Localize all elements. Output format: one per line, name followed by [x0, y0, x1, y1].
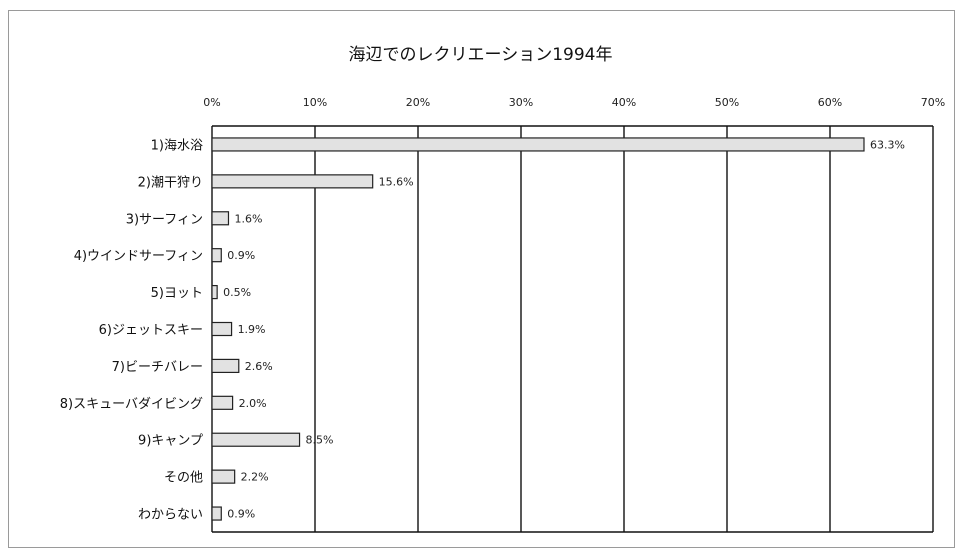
- gridlines: [211, 125, 934, 533]
- bar: [211, 137, 865, 152]
- category-label: 6)ジェットスキー: [99, 323, 203, 338]
- x-tick-label: 40%: [612, 96, 636, 109]
- category-label: 2)潮干狩り: [138, 175, 203, 190]
- data-labels: 63.3% 15.6% 1.6% 0.9% 0.5% 1.9% 2.6% 2.0% 8.5% 2.…: [223, 138, 905, 520]
- data-label: 8.5%: [306, 434, 334, 447]
- category-label: わからない: [138, 508, 203, 523]
- category-label: 9)キャンプ: [138, 434, 203, 449]
- category-label: 3)サーフィン: [126, 212, 203, 227]
- category-labels: 1)海水浴 2)潮干狩り 3)サーフィン 4)ウインドサーフィン 5)ヨット 6)ジェット…: [60, 138, 203, 522]
- data-label: 63.3%: [870, 138, 905, 151]
- category-label: その他: [164, 471, 203, 486]
- category-label: 7)ビーチバレー: [112, 360, 203, 375]
- data-label: 1.9%: [238, 323, 266, 336]
- category-label: 8)スキューバダイビング: [60, 397, 203, 412]
- chart-title: 海辺でのレクリエーション1994年: [348, 45, 613, 65]
- data-label: 2.2%: [241, 471, 269, 484]
- x-tick-label: 10%: [303, 96, 327, 109]
- bar: [211, 248, 222, 263]
- bar: [211, 284, 218, 300]
- category-label: 4)ウインドサーフィン: [74, 249, 203, 264]
- bar: [211, 395, 234, 410]
- bars: [211, 137, 865, 521]
- bar: [211, 321, 233, 337]
- bar: [211, 211, 230, 226]
- x-tick-label: 50%: [715, 96, 739, 109]
- bar: [211, 358, 240, 374]
- x-tick-label: 0%: [203, 96, 220, 109]
- data-label: 15.6%: [379, 175, 414, 188]
- data-label: 2.6%: [245, 360, 273, 373]
- category-label: 1)海水浴: [151, 138, 203, 153]
- x-tick-label: 70%: [921, 96, 945, 109]
- x-tick-label: 60%: [818, 96, 842, 109]
- data-label: 1.6%: [234, 212, 262, 225]
- x-tick-label: 20%: [406, 96, 430, 109]
- bar: [211, 469, 236, 484]
- data-label: 2.0%: [239, 397, 267, 410]
- bar: [211, 506, 222, 521]
- data-label: 0.9%: [227, 249, 255, 262]
- x-tick-label: 30%: [509, 96, 533, 109]
- data-label: 0.9%: [227, 508, 255, 521]
- chart-frame: [8, 10, 955, 548]
- data-label: 0.5%: [223, 286, 251, 299]
- category-label: 5)ヨット: [151, 286, 203, 301]
- bar: [211, 174, 374, 189]
- x-axis-ticks: 0% 10% 20% 30% 40% 50% 60% 70%: [203, 96, 945, 109]
- bar: [211, 432, 301, 447]
